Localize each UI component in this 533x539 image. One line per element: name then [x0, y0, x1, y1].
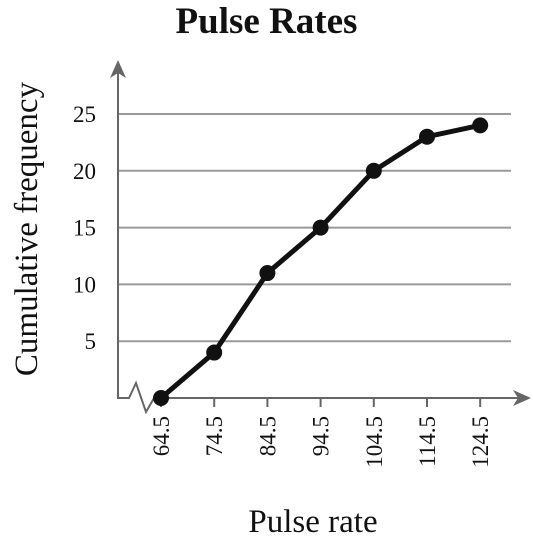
x-tick-label: 104.5 — [362, 416, 387, 468]
data-point — [312, 219, 329, 236]
data-point — [419, 128, 435, 145]
data-point — [259, 265, 276, 282]
series — [153, 117, 489, 406]
y-axis-label: Cumulative frequency — [9, 81, 45, 376]
x-axis-label: Pulse rate — [248, 504, 377, 539]
x-tick-label: 114.5 — [415, 416, 440, 467]
x-tick-label: 64.5 — [149, 416, 174, 456]
data-point — [153, 390, 169, 406]
y-tick-labels: 5 10 15 20 25 — [73, 102, 96, 354]
data-point — [472, 117, 489, 134]
x-axis-line-with-break — [117, 380, 520, 415]
data-point — [206, 344, 223, 361]
y-tick-label: 25 — [73, 102, 96, 127]
y-tick-label: 10 — [73, 272, 96, 297]
x-tick-label: 74.5 — [202, 416, 227, 456]
data-point — [365, 162, 382, 179]
y-axis-arrowhead — [110, 60, 126, 78]
x-tick-label: 84.5 — [255, 416, 280, 456]
axes — [110, 60, 531, 415]
x-axis-arrowhead — [513, 390, 531, 406]
chart-title: Pulse Rates — [175, 1, 358, 42]
x-tick-label: 124.5 — [468, 416, 493, 468]
y-tick-label: 5 — [85, 329, 97, 354]
y-tick-label: 20 — [73, 159, 96, 184]
y-tick-label: 15 — [73, 216, 96, 241]
x-tick-label: 94.5 — [309, 416, 334, 456]
x-tick-labels: 64.5 74.5 84.5 94.5 104.5 114.5 124.5 — [149, 416, 493, 468]
